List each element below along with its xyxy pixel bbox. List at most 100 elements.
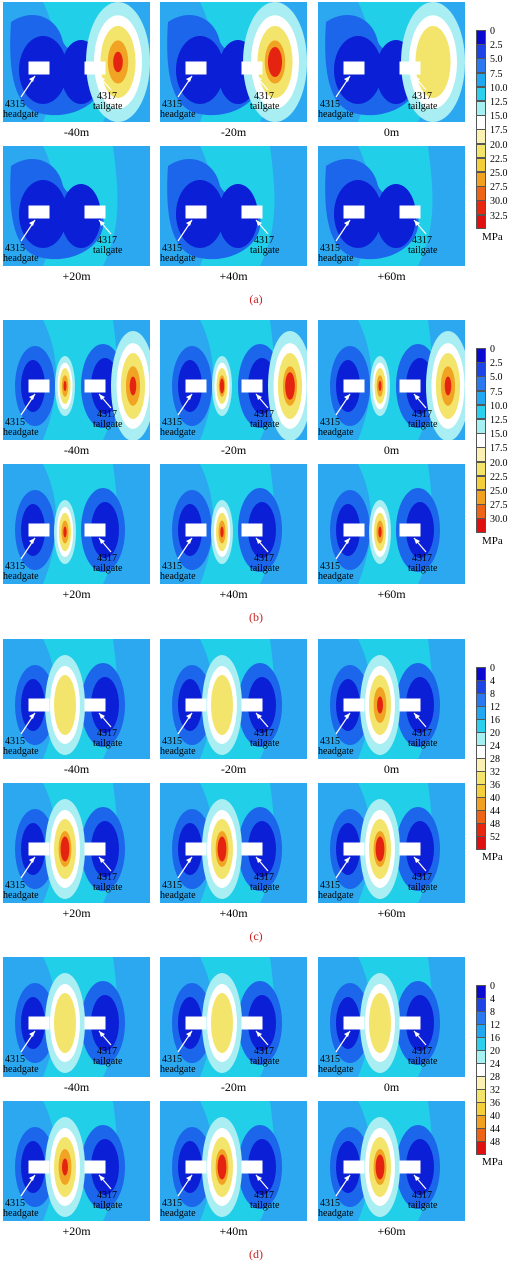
- headgate-roadway: [185, 205, 207, 219]
- tailgate-arrowhead: [256, 394, 262, 400]
- legend-swatch: [476, 504, 486, 519]
- contour-panel: 4315 headgate 4317 tailgate: [3, 957, 150, 1077]
- tailgate-label: tailgate: [93, 1056, 123, 1067]
- tailgate-label: tailgate: [250, 245, 280, 256]
- legend-tick-label: 20: [490, 1046, 500, 1057]
- legend-tick-label: 32: [490, 1085, 500, 1096]
- legend-tick-label: 2.5: [490, 358, 503, 370]
- headgate-number: 4315: [5, 1054, 25, 1065]
- panel-position-label: +60m: [377, 587, 406, 601]
- tailgate-label: tailgate: [93, 563, 123, 574]
- legend-tick-label: 48: [490, 1137, 500, 1148]
- headgate-roadway: [28, 1160, 50, 1174]
- contour-zone-right: [103, 146, 150, 266]
- tailgate-arrowhead: [256, 76, 262, 82]
- headgate-roadway: [28, 1016, 50, 1030]
- headgate-number: 4315: [162, 417, 182, 428]
- headgate-roadway: [28, 61, 50, 75]
- legend-swatch: [476, 72, 486, 88]
- tailgate-roadway: [84, 379, 106, 393]
- legend-swatch: [476, 200, 486, 216]
- headgate-label: headgate: [160, 1208, 196, 1219]
- legend-tick-label: 4: [490, 994, 495, 1005]
- legend-tick-label: 2.5: [490, 40, 503, 52]
- tailgate-label: tailgate: [93, 738, 123, 749]
- headgate-arrowhead: [29, 713, 35, 719]
- tailgate-label: tailgate: [250, 419, 280, 430]
- legend-tick-label: 22.5: [490, 153, 508, 165]
- legend-swatch: [476, 719, 486, 733]
- legend-tick-label: 40: [490, 1111, 500, 1122]
- legend-swatch: [476, 693, 486, 707]
- legend-tick-label: 12.5: [490, 97, 508, 108]
- legend-tick-label: 27.5: [490, 182, 508, 194]
- tailgate-arrowhead: [256, 713, 262, 719]
- legend-tick-label: 17.5: [490, 125, 508, 137]
- headgate-roadway: [343, 205, 365, 219]
- figure-group-a: 4315 headgate 4317 tailgate -40m 4315 headgate…: [0, 0, 512, 318]
- legend-swatch: [476, 998, 486, 1012]
- headgate-number: 4315: [320, 99, 340, 110]
- legend-tick-label: 20.0: [490, 139, 508, 151]
- tailgate-roadway: [84, 1016, 106, 1030]
- panel-position-label: -40m: [63, 443, 90, 457]
- tailgate-arrowhead: [256, 857, 262, 863]
- tailgate-label: tailgate: [250, 1200, 280, 1211]
- tailgate-arrowhead: [99, 220, 105, 226]
- figure-group-d: 4315 headgate 4317 tailgate -40m 4315 headgate…: [0, 955, 512, 1273]
- legend-tick-label: 24: [490, 741, 500, 752]
- tailgate-arrowhead: [256, 1175, 262, 1181]
- panel-position-label: +60m: [377, 906, 406, 920]
- tailgate-roadway: [84, 205, 106, 219]
- legend-tick-label: 4: [490, 676, 495, 687]
- legend-swatch: [476, 1024, 486, 1038]
- legend-swatch: [476, 490, 486, 505]
- tailgate-arrowhead: [414, 76, 420, 82]
- tailgate-label: tailgate: [250, 882, 280, 893]
- legend-tick-label: 36: [490, 780, 500, 791]
- contour-panel: 4315 headgate 4317 tailgate: [160, 2, 307, 122]
- contour-panel: 4315 headgate 4317 tailgate: [3, 1101, 150, 1221]
- headgate-number: 4315: [162, 736, 182, 747]
- panel-position-label: 0m: [383, 762, 400, 776]
- legend-swatch: [476, 985, 486, 999]
- legend-swatch: [476, 1089, 486, 1103]
- headgate-label: headgate: [318, 1064, 354, 1075]
- destress-zone-right: [376, 184, 416, 248]
- legend-unit: MPa: [482, 1156, 503, 1168]
- tailgate-arrowhead: [256, 1031, 262, 1037]
- legend-swatch: [476, 810, 486, 824]
- headgate-label: headgate: [160, 1064, 196, 1075]
- tailgate-label: tailgate: [93, 419, 123, 430]
- tailgate-label: tailgate: [250, 563, 280, 574]
- legend-tick-label: 25.0: [490, 168, 508, 179]
- tailgate-roadway: [399, 205, 421, 219]
- tailgate-number: 4317: [412, 1046, 432, 1057]
- headgate-number: 4315: [320, 736, 340, 747]
- tailgate-roadway: [399, 698, 421, 712]
- legend-swatch: [476, 706, 486, 720]
- legend-swatch: [476, 1063, 486, 1077]
- tailgate-label: tailgate: [408, 563, 438, 574]
- legend-tick-label: 24: [490, 1059, 500, 1070]
- panel-position-label: +40m: [219, 587, 248, 601]
- headgate-roadway: [185, 698, 207, 712]
- legend-tick-label: 8: [490, 1007, 495, 1018]
- stress-peak: [63, 380, 67, 392]
- legend-swatch: [476, 404, 486, 420]
- legend-swatch: [476, 461, 486, 477]
- headgate-label: headgate: [3, 571, 39, 582]
- stress-peak: [113, 51, 123, 73]
- legend-swatch: [476, 518, 486, 534]
- tailgate-roadway: [241, 379, 263, 393]
- tailgate-arrowhead: [256, 220, 262, 226]
- headgate-roadway: [185, 61, 207, 75]
- legend-swatch: [476, 186, 486, 201]
- headgate-label: headgate: [160, 571, 196, 582]
- tailgate-arrowhead: [414, 394, 420, 400]
- panel-position-label: -20m: [220, 762, 247, 776]
- headgate-roadway: [28, 698, 50, 712]
- headgate-label: headgate: [3, 1208, 39, 1219]
- panel-position-label: 0m: [383, 443, 400, 457]
- legend-tick-label: 16: [490, 715, 500, 726]
